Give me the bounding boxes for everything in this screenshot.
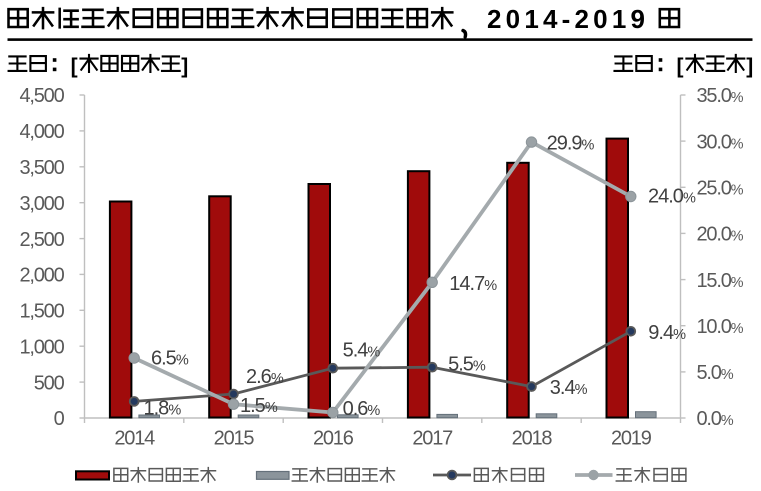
svg-text:1.8%: 1.8% [144, 398, 182, 420]
svg-text:1.5%: 1.5% [240, 395, 278, 417]
svg-text:14.7%: 14.7% [449, 273, 497, 295]
svg-text:0: 0 [54, 408, 65, 430]
svg-text:35.0%: 35.0% [697, 85, 744, 107]
svg-text:2017: 2017 [412, 428, 453, 450]
svg-text:]: ] [181, 55, 188, 78]
svg-text:6.5%: 6.5% [151, 348, 189, 370]
svg-text:500: 500 [34, 372, 65, 394]
svg-text:3,500: 3,500 [19, 157, 64, 179]
svg-text:4,500: 4,500 [19, 85, 64, 107]
svg-text:20.0%: 20.0% [697, 224, 744, 246]
svg-text:5.5%: 5.5% [448, 354, 486, 376]
svg-text:2015: 2015 [214, 428, 255, 450]
svg-text:10.0%: 10.0% [697, 316, 744, 338]
svg-text:2016: 2016 [313, 428, 354, 450]
svg-text:25.0%: 25.0% [697, 178, 744, 200]
svg-text:[: [ [71, 55, 78, 78]
svg-text:3,000: 3,000 [19, 193, 64, 215]
svg-text:5.4%: 5.4% [343, 340, 381, 362]
svg-text:9.4%: 9.4% [648, 322, 686, 344]
svg-text:24.0%: 24.0% [648, 186, 696, 208]
svg-text:2.6%: 2.6% [246, 366, 284, 388]
svg-text:2018: 2018 [512, 428, 553, 450]
svg-text:]: ] [746, 55, 753, 78]
svg-text:30.0%: 30.0% [697, 131, 744, 153]
svg-text:2,000: 2,000 [19, 265, 64, 287]
svg-text:[: [ [677, 55, 684, 78]
svg-text:4,000: 4,000 [19, 121, 64, 143]
svg-text:5.0%: 5.0% [697, 362, 734, 384]
svg-text:2019: 2019 [611, 428, 652, 450]
svg-text:0.0%: 0.0% [697, 408, 734, 430]
svg-text:2,500: 2,500 [19, 229, 64, 251]
svg-text:2014: 2014 [114, 428, 155, 450]
svg-text:2014-2019: 2014-2019 [487, 4, 649, 34]
svg-text:15.0%: 15.0% [697, 270, 744, 292]
svg-text:0.6%: 0.6% [343, 398, 381, 420]
svg-text:1,500: 1,500 [19, 301, 64, 323]
svg-text:1,000: 1,000 [19, 336, 64, 358]
svg-text:29.9%: 29.9% [547, 133, 595, 155]
svg-text:3.4%: 3.4% [550, 377, 588, 399]
